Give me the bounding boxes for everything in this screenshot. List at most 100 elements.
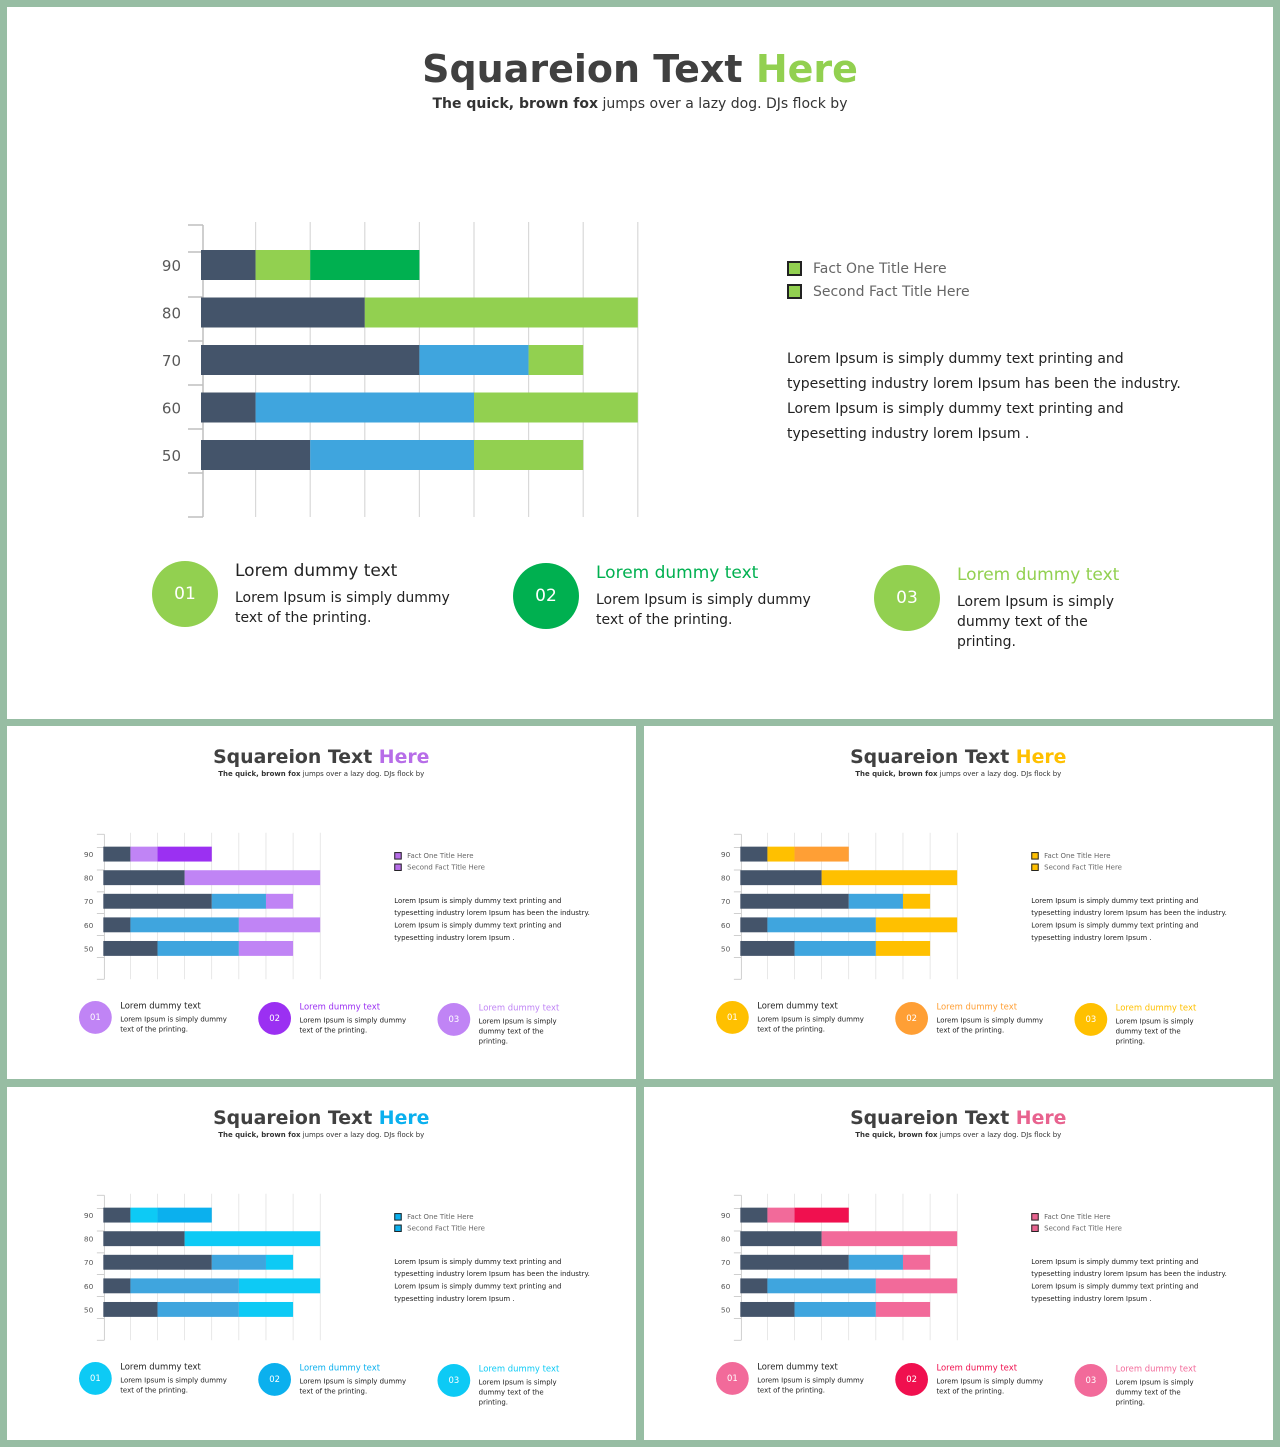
chart-svg: 90 80 70 60 50 <box>721 832 958 980</box>
title-main: Squareion Text <box>850 1106 1016 1129</box>
step-heading: Lorem dummy text <box>1115 1003 1197 1013</box>
step-3: 03 Lorem dummy text Lorem Ipsum is simpl… <box>1074 1003 1238 1045</box>
bar-segment-50-3 <box>238 940 294 956</box>
step-text: Lorem Ipsum is simply dummy text of the … <box>596 592 811 628</box>
title-main: Squareion Text <box>213 1106 379 1129</box>
bar-segment-60-2 <box>130 917 239 933</box>
bar-segment-60-3 <box>875 1278 958 1294</box>
slide-subtitle: The quick, brown fox jumps over a lazy d… <box>644 1131 1273 1139</box>
bar-segment-70-1 <box>201 345 420 375</box>
y-tick-label: 90 <box>721 1211 731 1220</box>
bar-segment-60-1 <box>740 1278 768 1294</box>
slide-purple-variant: Squareion Text Here The quick, brown fox… <box>7 726 636 1079</box>
step-heading: Lorem dummy text <box>120 1001 201 1011</box>
step-text: Lorem Ipsum is simply dummy text of the … <box>757 1015 864 1034</box>
bar-segment-60-2 <box>130 1278 239 1294</box>
legend-label-2: Second Fact Title Here <box>1044 863 1122 872</box>
bar-segment-70-3 <box>902 893 931 909</box>
step-2: 02 Lorem dummy text Lorem Ipsum is simpl… <box>895 1002 1059 1037</box>
bar-segment-60-1 <box>201 392 256 423</box>
bar-segment-60-1 <box>103 917 131 933</box>
step-1: 01 Lorem dummy text Lorem Ipsum is simpl… <box>78 1362 243 1397</box>
legend-swatch-1 <box>1031 1213 1039 1221</box>
step-text: Lorem Ipsum is simply dummy text of the … <box>235 590 450 626</box>
stacked-bar-chart: 90 80 70 60 50 <box>147 217 647 526</box>
step-2: 02 Lorem dummy text Lorem Ipsum is simpl… <box>895 1363 1059 1398</box>
step-number: 01 <box>90 1012 101 1023</box>
bar-segment-90-2 <box>130 846 158 862</box>
bar-segment-80-1 <box>740 1231 822 1247</box>
step-text: Lorem Ipsum is simply dummy text of the … <box>299 1016 407 1035</box>
step-number-circle: 03 <box>437 1364 471 1397</box>
title-accent: Here <box>1015 1106 1067 1129</box>
y-tick-label: 80 <box>162 305 181 323</box>
y-tick-label: 60 <box>721 921 731 930</box>
title-accent: Here <box>755 47 858 91</box>
bar-segment-70-3 <box>902 1254 931 1270</box>
bar-segment-60-2 <box>767 1278 876 1294</box>
legend-label-2: Second Fact Title Here <box>813 283 970 300</box>
subtitle-bold: The quick, brown fox <box>218 770 301 779</box>
step-number: 02 <box>535 586 557 606</box>
step-heading: Lorem dummy text <box>596 563 759 583</box>
legend-swatch-2 <box>394 863 402 871</box>
legend-item-1: Fact One Title Here <box>1031 1211 1122 1222</box>
legend-swatch-2 <box>1031 863 1039 871</box>
bar-segment-90-2 <box>767 1207 795 1223</box>
step-1: 01 Lorem dummy text Lorem Ipsum is simpl… <box>152 561 482 631</box>
bar-segment-90-2 <box>130 1207 158 1223</box>
bar-segment-80-1 <box>103 870 185 886</box>
bar-segment-90-1 <box>201 250 256 280</box>
step-text: Lorem Ipsum is simply dummy text of the … <box>120 1376 227 1395</box>
slide-main: Squareion Text Here The quick, brown fox… <box>7 7 1273 719</box>
y-tick-label: 60 <box>84 1282 94 1291</box>
title-main: Squareion Text <box>850 745 1016 768</box>
bar-segment-80-2 <box>821 870 958 886</box>
legend-swatch-1 <box>1031 852 1039 860</box>
y-tick-label: 60 <box>162 400 181 418</box>
legend-label-1: Fact One Title Here <box>1044 1212 1111 1221</box>
bar-segment-50-3 <box>238 1301 294 1317</box>
title-accent: Here <box>378 1106 430 1129</box>
bar-segment-50-3 <box>474 440 584 470</box>
description-text: Lorem Ipsum is simply dummy text printin… <box>1031 1257 1227 1303</box>
chart-legend: Fact One Title Here Second Fact Title He… <box>787 257 970 303</box>
step-1: 01 Lorem dummy text Lorem Ipsum is simpl… <box>78 1001 243 1036</box>
bar-segment-50-1 <box>103 1301 158 1317</box>
step-number-circle: 01 <box>78 1001 112 1034</box>
step-number-circle: 03 <box>874 565 940 631</box>
y-tick-label: 90 <box>84 850 94 859</box>
y-tick-label: 60 <box>84 921 94 930</box>
title-accent: Here <box>378 745 430 768</box>
description-text: Lorem Ipsum is simply dummy text printin… <box>394 896 590 942</box>
y-tick-label: 70 <box>162 352 181 370</box>
slide-title: Squareion Text Here <box>644 746 1273 768</box>
y-tick-label: 80 <box>84 874 94 883</box>
title-main: Squareion Text <box>422 47 756 91</box>
step-text: Lorem Ipsum is simply dummy text of the … <box>120 1015 227 1034</box>
bar-segment-90-3 <box>157 846 212 862</box>
bar-segment-50-1 <box>201 440 311 470</box>
bar-segment-50-2 <box>157 940 239 956</box>
step-number: 02 <box>269 1013 280 1024</box>
y-tick-label: 50 <box>162 447 181 465</box>
step-number-circle: 01 <box>715 1362 749 1395</box>
bar-segment-70-1 <box>740 893 849 909</box>
legend-item-2: Second Fact Title Here <box>1031 862 1122 873</box>
step-number: 01 <box>727 1012 738 1023</box>
slide-title: Squareion Text Here <box>7 1107 636 1129</box>
y-tick-label: 90 <box>84 1211 94 1220</box>
step-2: 02 Lorem dummy text Lorem Ipsum is simpl… <box>258 1363 422 1398</box>
bar-segment-60-2 <box>255 392 474 423</box>
stacked-bar-chart: 90 80 70 60 50 <box>77 1191 325 1344</box>
step-heading: Lorem dummy text <box>957 565 1120 585</box>
bar-segment-60-3 <box>238 917 321 933</box>
y-tick-label: 70 <box>84 1258 94 1267</box>
legend-swatch-2 <box>787 284 802 299</box>
step-number-circle: 01 <box>715 1001 749 1034</box>
bar-segment-70-2 <box>211 1254 266 1270</box>
bar-segment-90-3 <box>794 846 849 862</box>
step-text: Lorem Ipsum is simply dummy text of the … <box>1115 1378 1194 1407</box>
chart-svg: 90 80 70 60 50 <box>84 832 321 980</box>
legend-item-1: Fact One Title Here <box>394 1211 485 1222</box>
